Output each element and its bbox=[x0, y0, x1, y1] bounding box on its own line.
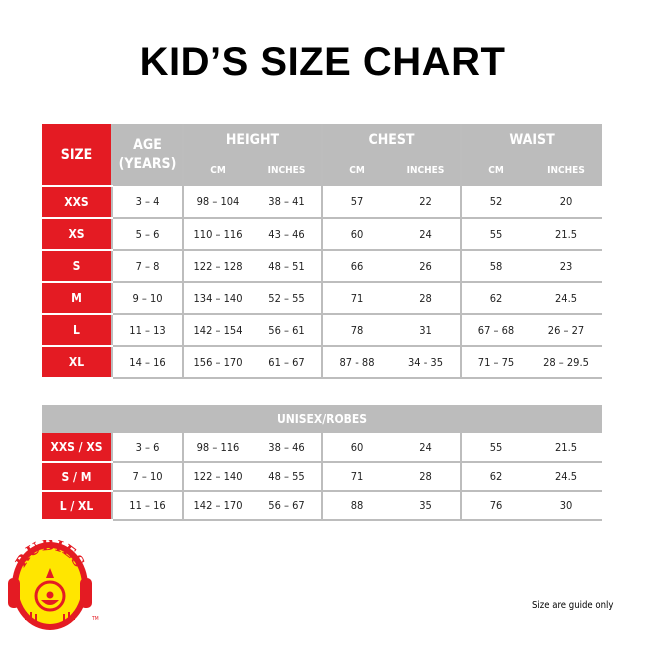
height-cm-cell: 134 – 140 bbox=[182, 282, 252, 315]
height-inches-cell: 38 – 41 bbox=[252, 186, 322, 219]
waist-header: WAIST bbox=[460, 124, 602, 155]
waist-inches-cell: 26 – 27 bbox=[530, 314, 602, 347]
waist-cm-cell: 52 bbox=[460, 186, 530, 219]
chest-header: CHEST bbox=[321, 124, 461, 155]
height-inches-cell: 38 – 46 bbox=[252, 433, 322, 463]
table-row: XS 5 – 6 110 – 116 43 – 46 60 24 55 21.5 bbox=[42, 218, 602, 251]
size-cell: L bbox=[42, 314, 112, 347]
chest-inches-header: INCHES bbox=[391, 155, 461, 186]
waist-inches-cell: 24.5 bbox=[530, 282, 602, 315]
waist-cm-cell: 58 bbox=[460, 250, 530, 283]
age-cell: 11 – 16 bbox=[111, 491, 183, 521]
height-cm-cell: 122 – 140 bbox=[182, 462, 252, 492]
waist-inches-cell: 21.5 bbox=[530, 433, 602, 463]
waist-inches-cell: 24.5 bbox=[530, 462, 602, 492]
age-header: AGE (YEARS) bbox=[111, 124, 183, 186]
waist-inches-cell: 20 bbox=[530, 186, 602, 219]
height-cm-cell: 98 – 104 bbox=[182, 186, 252, 219]
waist-cm-cell: 71 – 75 bbox=[460, 346, 530, 379]
chest-cm-cell: 60 bbox=[321, 218, 391, 251]
chest-inches-cell: 28 bbox=[391, 282, 461, 315]
waist-cm-cell: 67 – 68 bbox=[460, 314, 530, 347]
size-cell: XS bbox=[42, 218, 112, 251]
chest-cm-cell: 78 bbox=[321, 314, 391, 347]
unisex-header: UNISEX/ROBES bbox=[42, 405, 602, 433]
waist-inches-cell: 30 bbox=[530, 491, 602, 521]
height-header: HEIGHT bbox=[182, 124, 322, 155]
chest-inches-cell: 28 bbox=[391, 462, 461, 492]
chest-cm-cell: 71 bbox=[321, 462, 391, 492]
chest-cm-cell: 87 - 88 bbox=[321, 346, 391, 379]
chest-inches-cell: 24 bbox=[391, 218, 461, 251]
height-cm-header: CM bbox=[182, 155, 252, 186]
age-cell: 14 – 16 bbox=[111, 346, 183, 379]
chest-inches-cell: 34 - 35 bbox=[391, 346, 461, 379]
height-cm-cell: 98 – 116 bbox=[182, 433, 252, 463]
age-cell: 11 – 13 bbox=[111, 314, 183, 347]
chest-inches-cell: 24 bbox=[391, 433, 461, 463]
height-inches-header: INCHES bbox=[252, 155, 322, 186]
trademark: TM bbox=[91, 616, 99, 622]
size-cell: S bbox=[42, 250, 112, 283]
unisex-robes-table: UNISEX/ROBES XXS / XS 3 – 6 98 – 116 38 – 4… bbox=[42, 405, 602, 521]
age-cell: 9 – 10 bbox=[111, 282, 183, 315]
chest-inches-cell: 26 bbox=[391, 250, 461, 283]
waist-cm-header: CM bbox=[460, 155, 530, 186]
height-cm-cell: 156 – 170 bbox=[182, 346, 252, 379]
table-row: XXS / XS 3 – 6 98 – 116 38 – 46 60 24 55 21.5 bbox=[42, 433, 602, 463]
size-chart-table: SIZE AGE (YEARS) HEIGHT CHEST WAIST CM I… bbox=[42, 124, 602, 379]
height-cm-cell: 142 – 170 bbox=[182, 491, 252, 521]
rubies-logo: RUBIES TM bbox=[8, 540, 99, 630]
height-inches-cell: 48 – 55 bbox=[252, 462, 322, 492]
age-cell: 7 – 10 bbox=[111, 462, 183, 492]
age-cell: 3 – 4 bbox=[111, 186, 183, 219]
table-row: XL 14 – 16 156 – 170 61 – 67 87 - 88 34 - 35 7… bbox=[42, 346, 602, 379]
height-inches-cell: 61 – 67 bbox=[252, 346, 322, 379]
waist-cm-cell: 55 bbox=[460, 433, 530, 463]
waist-cm-cell: 62 bbox=[460, 462, 530, 492]
guide-note: Size are guide only bbox=[532, 600, 614, 611]
chest-inches-cell: 31 bbox=[391, 314, 461, 347]
height-cm-cell: 142 – 154 bbox=[182, 314, 252, 347]
waist-cm-cell: 76 bbox=[460, 491, 530, 521]
table-row: L / XL 11 – 16 142 – 170 56 – 67 88 35 76 30 bbox=[42, 491, 602, 521]
age-cell: 3 – 6 bbox=[111, 433, 183, 463]
size-header: SIZE bbox=[42, 124, 112, 187]
size-cell: XL bbox=[42, 346, 112, 379]
size-cell: XXS bbox=[42, 186, 112, 219]
height-cm-cell: 110 – 116 bbox=[182, 218, 252, 251]
height-inches-cell: 56 – 67 bbox=[252, 491, 322, 521]
table-row: XXS 3 – 4 98 – 104 38 – 41 57 22 52 20 bbox=[42, 186, 602, 219]
waist-inches-cell: 21.5 bbox=[530, 218, 602, 251]
age-cell: 7 – 8 bbox=[111, 250, 183, 283]
waist-cm-cell: 62 bbox=[460, 282, 530, 315]
chest-cm-cell: 60 bbox=[321, 433, 391, 463]
chest-inches-cell: 22 bbox=[391, 186, 461, 219]
height-inches-cell: 52 – 55 bbox=[252, 282, 322, 315]
size-cell: M bbox=[42, 282, 112, 315]
page-title: KID’S SIZE CHART bbox=[139, 40, 506, 84]
waist-inches-cell: 23 bbox=[530, 250, 602, 283]
height-inches-cell: 56 – 61 bbox=[252, 314, 322, 347]
age-cell: 5 – 6 bbox=[111, 218, 183, 251]
height-cm-cell: 122 – 128 bbox=[182, 250, 252, 283]
chest-cm-cell: 88 bbox=[321, 491, 391, 521]
waist-inches-header: INCHES bbox=[530, 155, 602, 186]
size-cell: XXS / XS bbox=[42, 433, 112, 463]
chest-cm-header: CM bbox=[321, 155, 391, 186]
chest-cm-cell: 57 bbox=[321, 186, 391, 219]
height-inches-cell: 43 – 46 bbox=[252, 218, 322, 251]
size-cell: S / M bbox=[42, 462, 112, 492]
chest-inches-cell: 35 bbox=[391, 491, 461, 521]
height-inches-cell: 48 – 51 bbox=[252, 250, 322, 283]
table-row: L 11 – 13 142 – 154 56 – 61 78 31 67 – 68 26 – … bbox=[42, 314, 602, 347]
chest-cm-cell: 66 bbox=[321, 250, 391, 283]
size-cell: L / XL bbox=[42, 491, 112, 521]
chest-cm-cell: 71 bbox=[321, 282, 391, 315]
waist-inches-cell: 28 – 29.5 bbox=[530, 346, 602, 379]
waist-cm-cell: 55 bbox=[460, 218, 530, 251]
